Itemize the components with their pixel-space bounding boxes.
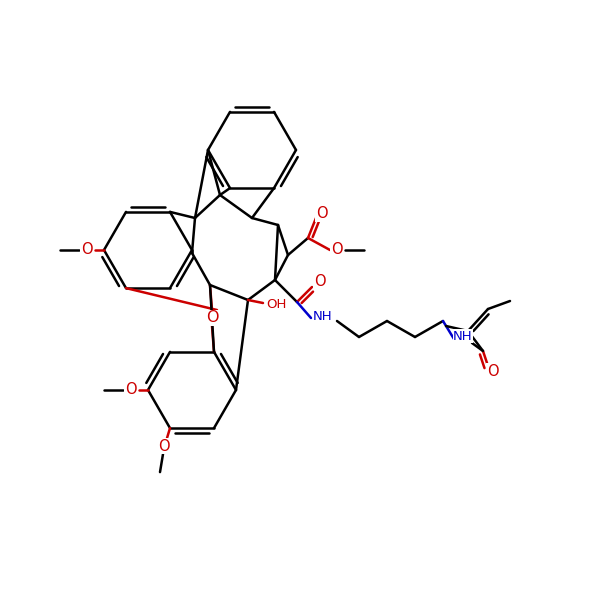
Text: O: O: [206, 311, 218, 325]
Text: O: O: [316, 206, 328, 221]
Text: NH: NH: [313, 310, 333, 323]
Text: NH: NH: [453, 329, 473, 343]
Text: OH: OH: [266, 298, 286, 311]
Text: O: O: [314, 275, 326, 289]
Text: O: O: [331, 242, 343, 257]
Text: O: O: [487, 364, 499, 379]
Text: O: O: [81, 242, 93, 257]
Text: O: O: [158, 439, 170, 454]
Text: O: O: [125, 383, 137, 397]
